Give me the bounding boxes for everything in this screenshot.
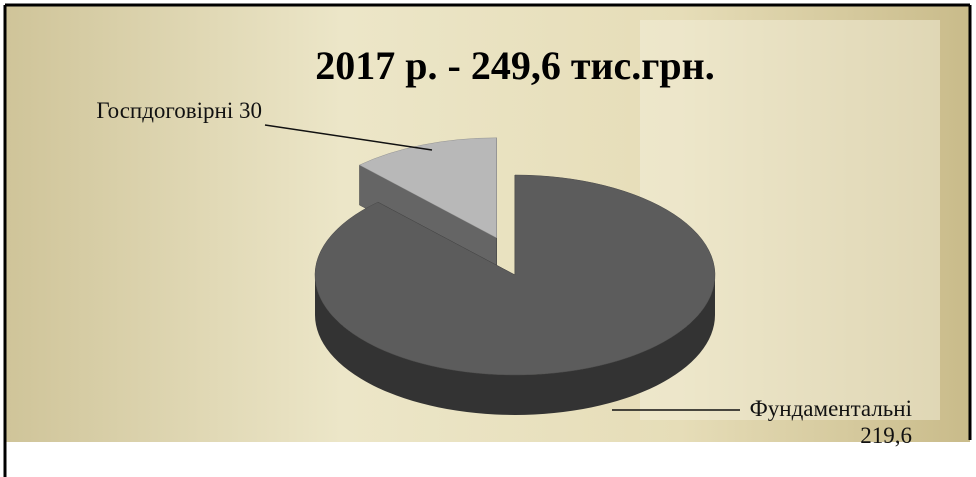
label-category: Фундаментальні	[749, 396, 912, 421]
value-label: 219,6	[860, 423, 912, 448]
pie-slice	[358, 137, 497, 239]
leader-line	[264, 124, 433, 151]
data-label: Фундаментальні 219,6	[740, 395, 912, 449]
value-label: 30	[239, 98, 262, 123]
data-label: Госпдоговірні 30	[90, 97, 262, 124]
pie-slice	[314, 174, 716, 376]
chart-title: 2017 р. - 249,6 тис.грн.	[315, 43, 714, 88]
label-category: Госпдоговірні	[96, 98, 234, 123]
pie-wall	[315, 275, 715, 415]
